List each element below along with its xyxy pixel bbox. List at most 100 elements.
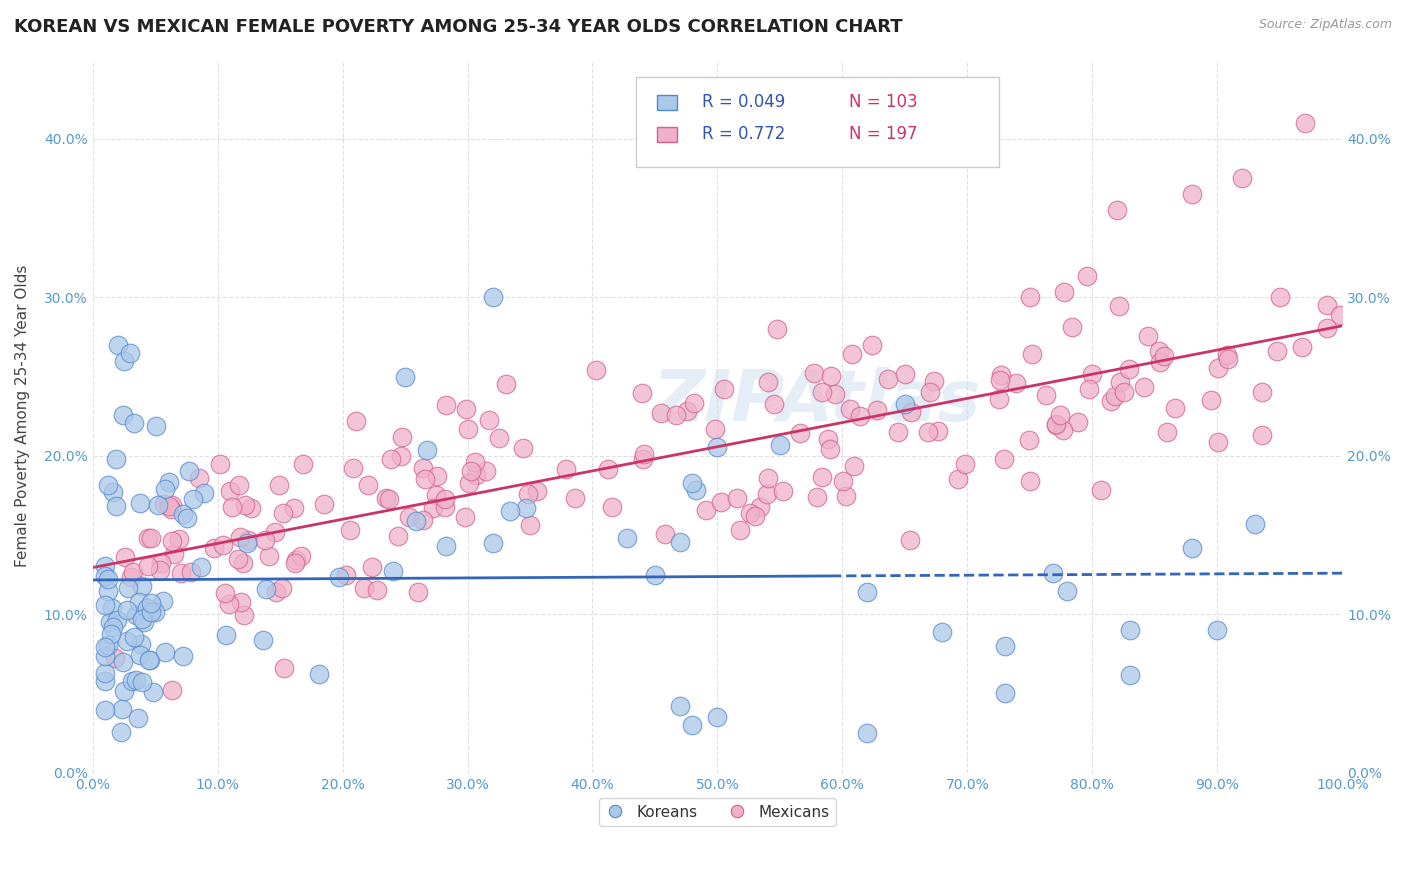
Point — [454, 510, 477, 524]
Point — [1329, 308, 1351, 322]
Point — [101, 619, 124, 633]
Point — [136, 559, 159, 574]
Point — [111, 655, 134, 669]
Point — [157, 475, 180, 490]
Point — [564, 491, 586, 505]
Point — [229, 595, 252, 609]
Point — [94, 673, 117, 688]
Point — [434, 398, 457, 412]
Point — [94, 666, 117, 681]
Point — [685, 483, 707, 497]
Point — [271, 581, 294, 595]
Point — [107, 338, 129, 352]
Point — [1081, 367, 1104, 381]
Point — [519, 517, 541, 532]
Point — [94, 703, 117, 717]
Point — [766, 322, 789, 336]
Point — [425, 488, 447, 502]
Point — [1268, 290, 1291, 304]
Point — [1067, 415, 1090, 429]
Point — [811, 470, 834, 484]
Point — [681, 475, 703, 490]
Point — [654, 526, 676, 541]
Point — [1133, 380, 1156, 394]
Point — [1112, 385, 1135, 400]
Point — [806, 490, 828, 504]
Point — [115, 634, 138, 648]
Point — [259, 549, 281, 563]
Point — [170, 566, 193, 580]
Point — [849, 409, 872, 423]
Point — [669, 699, 692, 714]
Point — [631, 451, 654, 466]
Point — [1053, 285, 1076, 300]
Point — [221, 500, 243, 515]
Point — [232, 556, 254, 570]
Point — [1119, 623, 1142, 637]
Point — [1107, 203, 1129, 218]
Point — [706, 440, 728, 454]
Point — [149, 563, 172, 577]
Point — [811, 385, 834, 400]
Point — [214, 585, 236, 599]
Point — [110, 725, 132, 739]
Point — [131, 612, 153, 626]
Point — [128, 648, 150, 662]
Point — [465, 468, 488, 483]
Point — [856, 726, 879, 740]
FancyBboxPatch shape — [658, 95, 676, 111]
Point — [1206, 623, 1229, 637]
Point — [125, 608, 148, 623]
Point — [94, 568, 117, 582]
Point — [488, 431, 510, 445]
Point — [112, 683, 135, 698]
Point — [1108, 300, 1130, 314]
Point — [990, 368, 1012, 382]
Point — [744, 508, 766, 523]
Point — [391, 430, 413, 444]
Point — [97, 572, 120, 586]
Point — [139, 653, 162, 667]
Point — [412, 513, 434, 527]
Point — [1153, 349, 1175, 363]
Point — [415, 472, 437, 486]
Point — [122, 416, 145, 430]
Point — [344, 414, 367, 428]
Point — [218, 597, 240, 611]
Point — [1052, 423, 1074, 437]
Point — [117, 581, 139, 595]
Point — [1163, 401, 1185, 415]
Point — [111, 408, 134, 422]
Point — [616, 531, 638, 545]
Point — [361, 560, 384, 574]
Point — [229, 530, 252, 544]
Point — [994, 686, 1017, 700]
Point — [138, 653, 160, 667]
Point — [148, 498, 170, 512]
Point — [112, 353, 135, 368]
Point — [215, 627, 238, 641]
Point — [1076, 268, 1098, 283]
Point — [841, 347, 863, 361]
Point — [375, 491, 398, 505]
Point — [948, 472, 970, 486]
Point — [232, 607, 254, 622]
Point — [1147, 344, 1170, 359]
Point — [162, 534, 184, 549]
Point — [1056, 583, 1078, 598]
Point — [176, 511, 198, 525]
Point — [704, 422, 727, 436]
Point — [1021, 347, 1043, 361]
Point — [328, 570, 350, 584]
Point — [173, 507, 195, 521]
Point — [125, 673, 148, 687]
Point — [211, 538, 233, 552]
Point — [97, 638, 120, 652]
Point — [264, 585, 287, 599]
Point — [460, 464, 482, 478]
Point — [145, 419, 167, 434]
Point — [894, 397, 917, 411]
Point — [415, 442, 437, 457]
Point — [1049, 409, 1071, 423]
Point — [104, 650, 127, 665]
